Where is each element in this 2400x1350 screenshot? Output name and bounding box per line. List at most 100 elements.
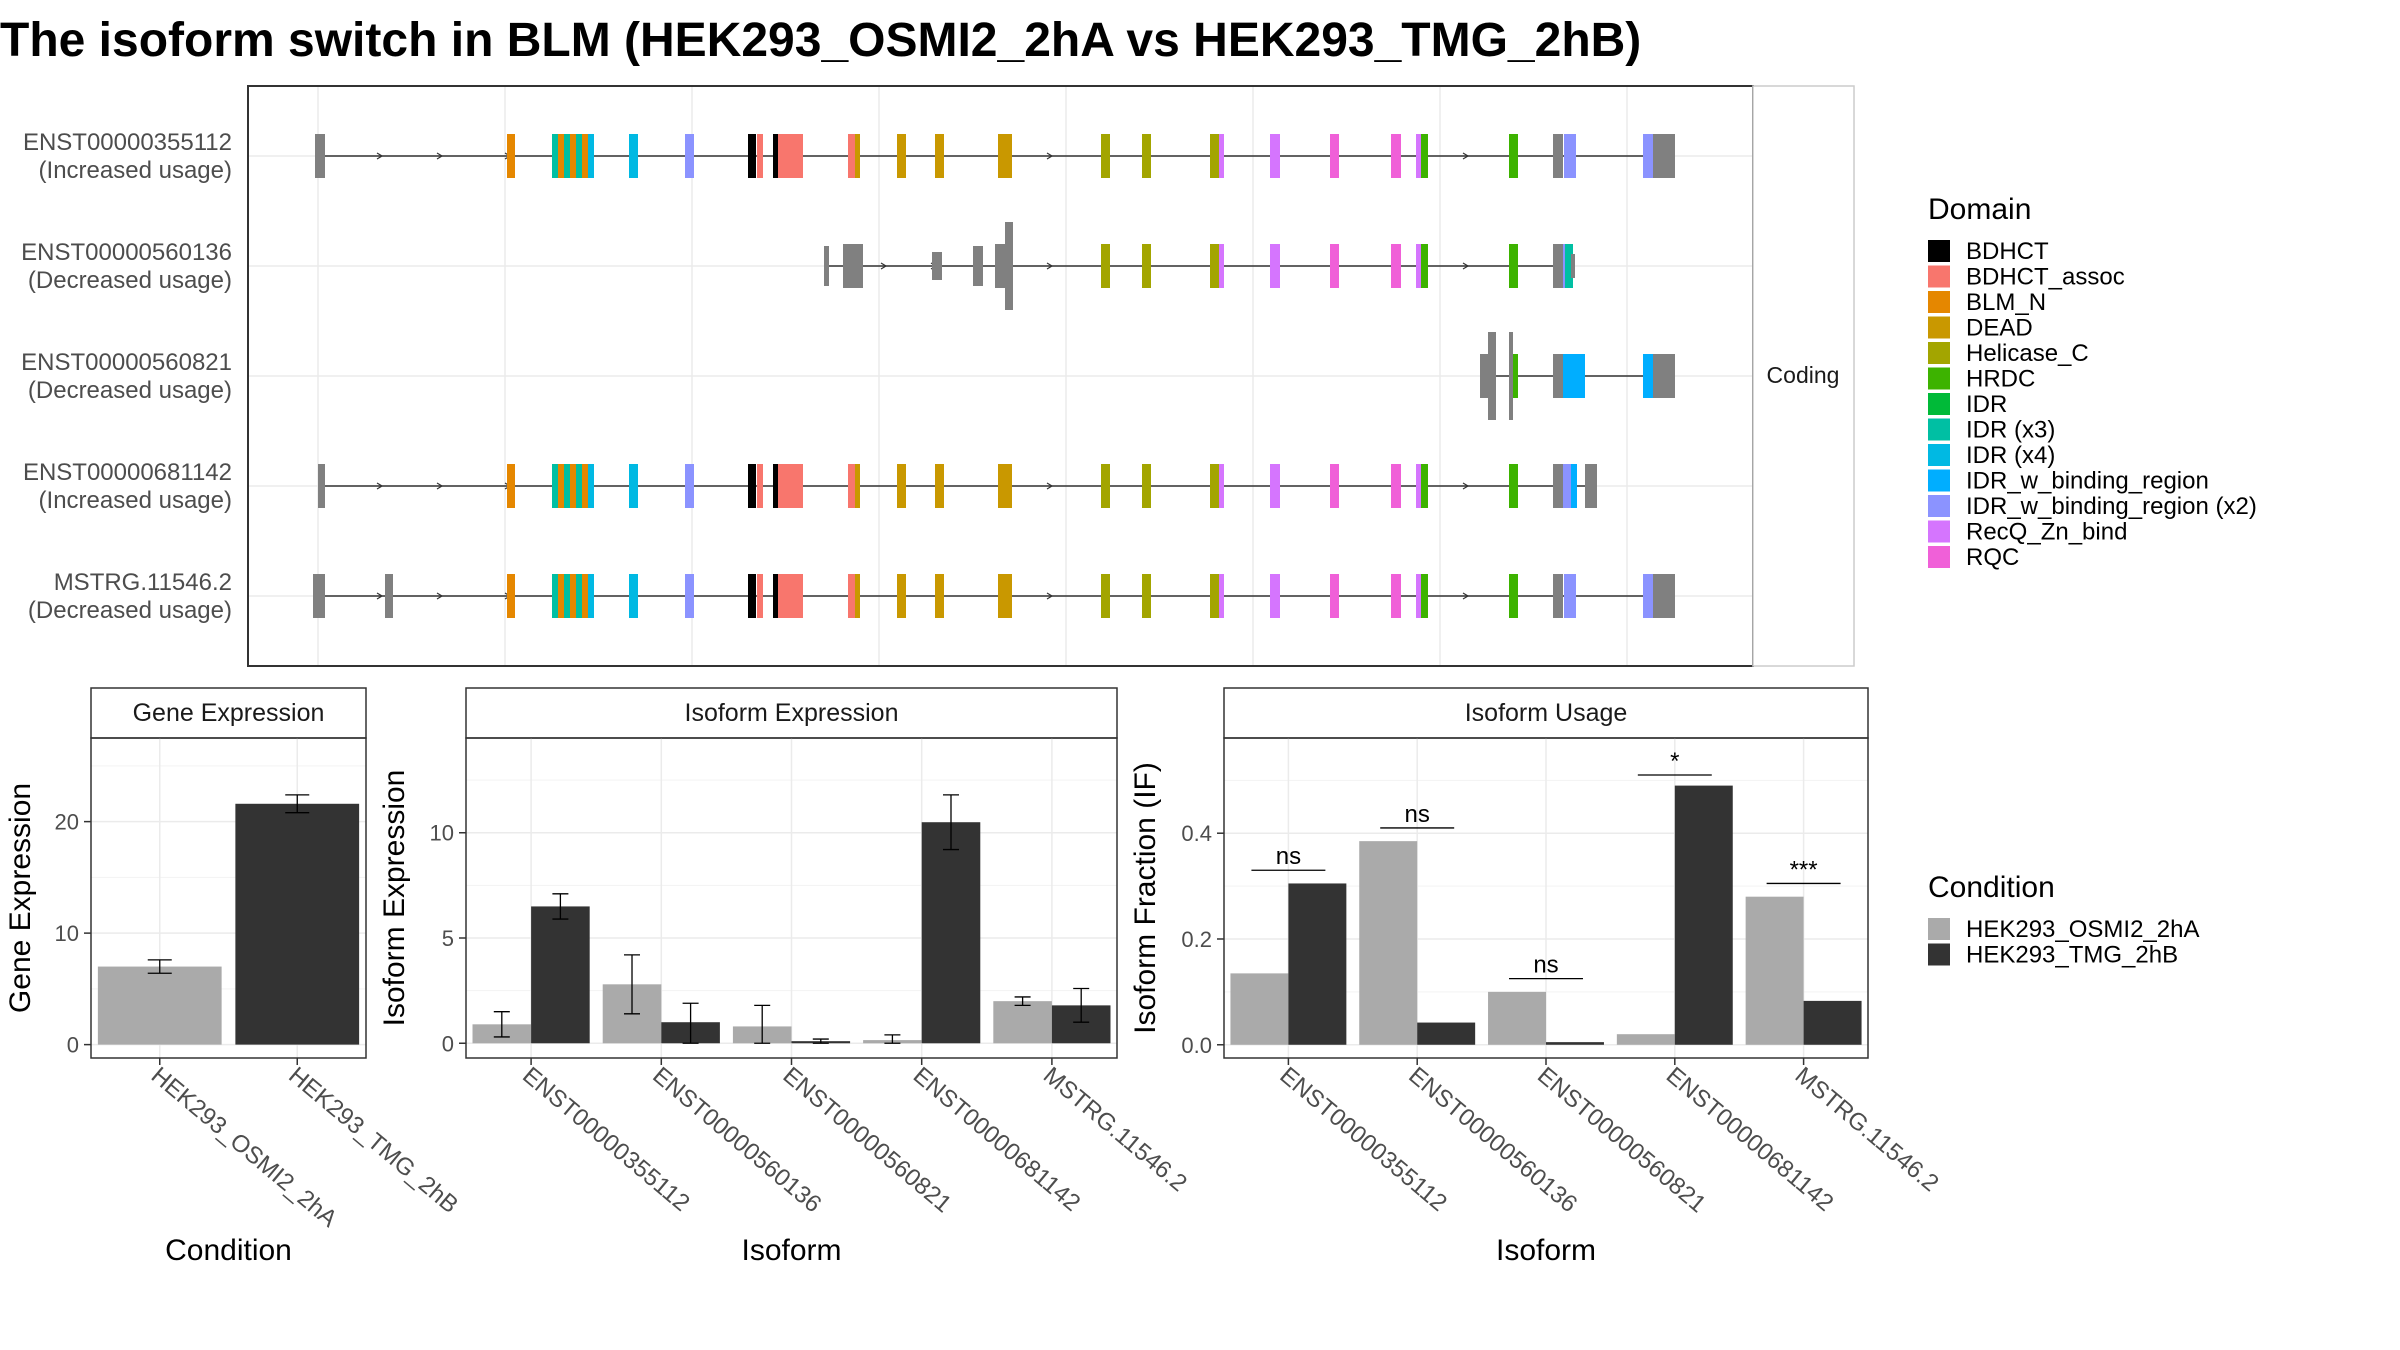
bar	[1488, 991, 1546, 1045]
domain-legend-label: DEAD	[1966, 315, 2033, 342]
chart-title: Isoform Expression	[685, 699, 899, 727]
facet-strip	[465, 687, 1118, 739]
y-tick-label: 0.0	[1181, 1033, 1212, 1058]
exon-domain	[1006, 464, 1012, 508]
domain-legend-label: IDR	[1966, 391, 2007, 418]
exon-domain	[1101, 574, 1110, 618]
exon-domain	[576, 464, 582, 508]
exon-domain	[1571, 464, 1577, 508]
domain-legend-label: BDHCT_assoc	[1966, 264, 2125, 291]
exon-domain	[748, 464, 756, 508]
isoform-usage-label: (Increased usage)	[39, 157, 232, 184]
significance-label: *	[1670, 748, 1679, 775]
exon-segment	[1488, 332, 1496, 420]
exon-domain	[685, 134, 694, 178]
exon-domain	[1416, 244, 1421, 288]
exon-segment	[315, 134, 325, 178]
domain-legend-title: Domain	[1928, 193, 2031, 226]
bar	[1230, 973, 1289, 1045]
y-tick-label: 0	[442, 1031, 454, 1056]
exon-domain	[1101, 464, 1110, 508]
exon-domain	[935, 134, 944, 178]
exon-domain	[582, 464, 588, 508]
bar	[993, 1001, 1052, 1044]
exon-segment	[1005, 222, 1013, 310]
bar	[97, 966, 222, 1045]
exon-domain	[1219, 134, 1224, 178]
isoform-id-label: MSTRG.11546.2	[54, 569, 232, 596]
bar	[1359, 841, 1418, 1045]
exon-domain	[1643, 134, 1653, 178]
exon-domain	[1219, 464, 1224, 508]
domain-legend-label: BLM_N	[1966, 289, 2046, 316]
strand-arrow	[1046, 262, 1054, 270]
exon-domain	[1219, 244, 1224, 288]
x-axis-title: Condition	[165, 1234, 292, 1267]
domain-legend-key	[1928, 495, 1950, 517]
exon-domain	[507, 134, 515, 178]
exon-domain	[570, 574, 576, 618]
exon-domain	[1219, 574, 1224, 618]
strand-arrow	[376, 482, 384, 490]
exon-domain	[998, 574, 1006, 618]
strand-arrow	[436, 592, 444, 600]
exon-segment	[1553, 574, 1563, 618]
exon-domain	[1509, 354, 1518, 398]
isoform-track-5	[313, 574, 1675, 618]
condition-legend-key	[1928, 943, 1950, 966]
exon-domain	[1270, 464, 1280, 508]
x-axis-title: Isoform	[1496, 1234, 1596, 1267]
exon-domain	[773, 464, 778, 508]
strand-arrow	[880, 262, 888, 270]
domain-legend-key	[1928, 393, 1950, 415]
strand-arrow	[436, 152, 444, 160]
exon-domain	[582, 574, 588, 618]
domain-legend-label: IDR (x3)	[1966, 417, 2055, 444]
x-axis-title: Isoform	[741, 1234, 841, 1267]
exon-domain	[1421, 464, 1428, 508]
exon-domain	[576, 134, 582, 178]
exon-domain	[935, 574, 944, 618]
exon-domain	[552, 134, 558, 178]
exon-domain	[1391, 574, 1401, 618]
domain-legend-key	[1928, 444, 1950, 466]
exon-domain	[1210, 574, 1219, 618]
bar	[1616, 1034, 1675, 1045]
exon-domain	[629, 134, 638, 178]
exon-domain	[773, 574, 778, 618]
exon-domain	[1509, 464, 1518, 508]
exon-domain	[1416, 574, 1421, 618]
isoform-id-label: ENST00000560821	[21, 349, 232, 376]
significance-label: ns	[1405, 801, 1430, 828]
exon-domain	[576, 574, 582, 618]
facet-label-coding: Coding	[1767, 362, 1840, 388]
exon-domain	[1330, 244, 1339, 288]
domain-legend-key	[1928, 520, 1950, 543]
condition-legend-key	[1928, 918, 1950, 940]
exon-segment	[1553, 134, 1563, 178]
exon-segment	[1590, 464, 1597, 508]
domain-legend-label: HRDC	[1966, 366, 2035, 393]
chart-title: Isoform Usage	[1465, 699, 1628, 727]
exon-domain	[855, 574, 860, 618]
y-tick-label: 0.4	[1181, 821, 1212, 846]
exon-segment	[973, 246, 983, 286]
exon-domain	[1142, 244, 1151, 288]
y-axis-title: Isoform Fraction (IF)	[1129, 762, 1162, 1034]
exon-domain	[564, 464, 570, 508]
bar	[1745, 896, 1804, 1045]
exon-domain	[1142, 134, 1151, 178]
exon-segment	[318, 464, 325, 508]
isoform-track-2	[824, 222, 1575, 310]
exon-domain	[998, 464, 1006, 508]
y-tick-label: 0	[67, 1033, 79, 1058]
y-tick-label: 10	[430, 821, 454, 846]
exon-domain	[1330, 464, 1339, 508]
exon-segment	[1553, 244, 1563, 288]
exon-domain	[998, 134, 1006, 178]
significance-label: ns	[1276, 843, 1301, 870]
exon-domain	[1210, 244, 1219, 288]
y-tick-label: 5	[442, 926, 454, 951]
y-tick-label: 20	[55, 810, 79, 835]
